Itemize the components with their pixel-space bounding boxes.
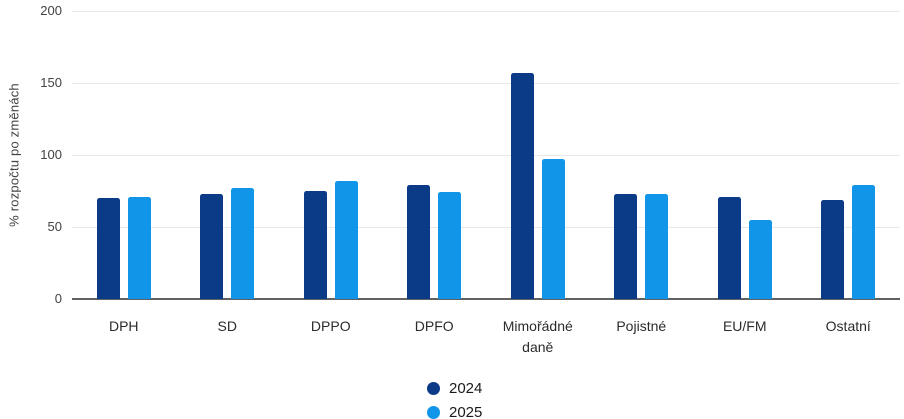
- legend-label: 2025: [449, 403, 483, 419]
- x-tick-label: SD: [176, 316, 280, 337]
- x-tick-label: DPPO: [279, 316, 383, 337]
- bar-2024-Mimořádné daně: [510, 72, 534, 299]
- y-tick-label: 100: [40, 147, 62, 162]
- x-tick-text: DPFO: [414, 318, 454, 334]
- bar-2025-Pojistné: [645, 193, 669, 299]
- bar-2024-SD: [200, 193, 224, 299]
- bar-2024-Ostatní: [821, 199, 845, 299]
- bar-2025-SD: [231, 188, 255, 299]
- x-tick-text: DPPO: [310, 318, 351, 334]
- x-tick-text: EU/FM: [722, 318, 767, 334]
- bar-2024-EU/FM: [717, 196, 741, 299]
- x-tick-label: Ostatní: [797, 316, 901, 337]
- gridline: [72, 82, 900, 84]
- legend-label: 2024: [449, 379, 483, 397]
- x-tick-text: DPH: [108, 318, 139, 334]
- gridline: [72, 154, 900, 156]
- gridline: [72, 10, 900, 12]
- x-tick-text: Pojistné: [616, 318, 667, 334]
- bar-2025-DPH: [127, 196, 151, 299]
- x-tick-text: SD: [217, 318, 237, 334]
- bar-2025-Mimořádné daně: [541, 159, 565, 299]
- legend-marker-icon: [427, 381, 440, 395]
- x-tick-text: Mimořádné daně: [502, 318, 573, 355]
- y-tick-label: 150: [40, 75, 62, 90]
- x-tick-label: DPFO: [383, 316, 487, 337]
- x-tick-label: EU/FM: [693, 316, 797, 337]
- x-tick-label: Pojistné: [590, 316, 694, 337]
- y-tick-label: 200: [40, 3, 62, 18]
- legend-item-2024: 2024: [427, 378, 482, 398]
- bar-2024-DPFO: [407, 185, 431, 299]
- bar-2024-DPPO: [303, 191, 327, 299]
- bar-2025-EU/FM: [748, 219, 772, 299]
- y-tick-label: 50: [47, 219, 62, 234]
- bar-2024-Pojistné: [614, 193, 638, 299]
- x-axis-line: [72, 298, 900, 300]
- y-tick-label: 0: [54, 291, 62, 306]
- legend-item-2025: 2025: [427, 402, 482, 419]
- chart-legend: 2024 2025: [427, 378, 482, 419]
- gridline: [72, 226, 900, 228]
- legend-marker-icon: [427, 405, 440, 419]
- bar-2025-DPFO: [438, 192, 462, 299]
- x-tick-text: Ostatní: [825, 318, 871, 334]
- x-tick-label: DPH: [72, 316, 176, 337]
- bar-2025-Ostatní: [852, 185, 876, 299]
- bar-2024-DPH: [96, 198, 120, 299]
- x-tick-label: Mimořádné daně: [486, 316, 590, 358]
- bar-2025-DPPO: [334, 180, 358, 299]
